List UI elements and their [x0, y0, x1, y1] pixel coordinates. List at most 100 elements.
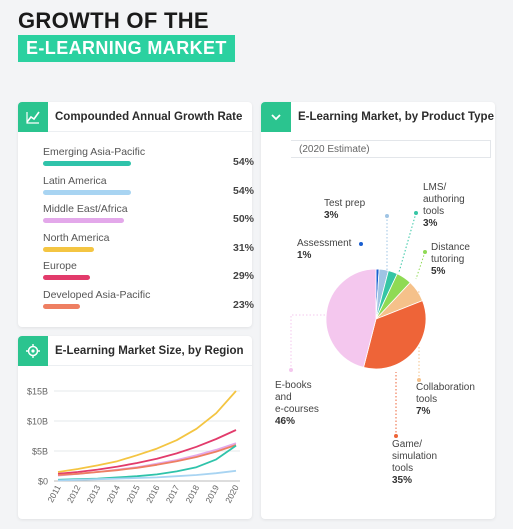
cagr-item-label: Latin America: [43, 174, 107, 187]
chevron-down-icon[interactable]: [261, 102, 291, 132]
cagr-item-value: 50%: [233, 213, 255, 225]
pie-label-text: tutoring: [431, 254, 465, 265]
title-line-1: GROWTH OF THE: [18, 8, 209, 33]
cagr-item-label: Europe: [43, 260, 77, 272]
cagr-item-value: 23%: [233, 298, 255, 311]
pie-label-text: Game/: [392, 439, 423, 450]
y-tick-label: $0: [38, 477, 48, 487]
cagr-item-bar: [43, 189, 131, 195]
pie-label-pct: 7%: [416, 406, 431, 417]
pie-label-dot: [289, 368, 293, 372]
pie-label-dot: [414, 211, 418, 215]
target-icon: [18, 336, 48, 366]
pie-leader-line: [290, 314, 327, 370]
region-card-title: E-Learning Market Size, by Region: [55, 345, 244, 357]
pie-label-pct: 1%: [297, 250, 312, 261]
cagr-item-label: North America: [43, 231, 110, 244]
cagr-item-bar: [43, 275, 91, 280]
product-card: E-Learning Market, by Product Type (2020…: [261, 102, 495, 519]
series-line: [57, 469, 237, 482]
x-tick-label: 2013: [85, 483, 103, 505]
x-tick-label: 2016: [144, 483, 162, 505]
x-tick-label: 2017: [164, 483, 182, 505]
cagr-item: Emerging Asia-Pacific 54%: [43, 146, 254, 174]
pie-leader-line: [411, 291, 420, 380]
pie-leader-line: [398, 212, 417, 273]
cagr-item: Developed Asia-Pacific 23%: [43, 288, 254, 317]
pie-label-text: tools: [416, 394, 438, 405]
pie-label-dot: [359, 242, 363, 246]
pie-label: Test prep 3%: [324, 198, 365, 222]
pie-label-text: and: [275, 392, 292, 403]
pie-label-text: e-courses: [275, 404, 319, 415]
product-card-header: E-Learning Market, by Product Type: [261, 102, 495, 132]
cagr-item-value: 54%: [233, 184, 255, 197]
pie-label-pct: 46%: [275, 416, 296, 427]
cagr-item-value: 54%: [233, 156, 255, 168]
pie-label-text: Collaboration: [416, 382, 475, 393]
pie-label: E-books and e-courses 46%: [275, 380, 319, 428]
pie-label-dot: [423, 250, 427, 254]
cagr-item-value: 31%: [233, 241, 255, 254]
cagr-item-label: Developed Asia-Pacific: [43, 288, 151, 301]
cagr-item: North America 31%: [43, 231, 254, 260]
region-card: E-Learning Market Size, by Region $0 $5B $…: [18, 336, 252, 519]
pie-leader-line: [415, 251, 426, 280]
cagr-item-bar: [43, 246, 94, 252]
estimate-subtitle: (2020 Estimate): [291, 140, 491, 158]
x-tick-label: 2018: [183, 483, 201, 505]
pie-label: Assessment 1%: [297, 238, 351, 262]
pie-label-text: tools: [392, 463, 414, 474]
cagr-card-title: Compounded Annual Growth Rate: [55, 111, 243, 123]
cagr-item: Europe 29%: [43, 260, 254, 288]
pie-label: LMS/authoring tools 3%: [423, 182, 465, 230]
cagr-card-header: Compounded Annual Growth Rate: [18, 102, 252, 132]
pie-label-dot: [417, 378, 421, 382]
x-tick-label: 2015: [124, 483, 142, 505]
cagr-item-bar: [43, 303, 81, 309]
product-card-title: E-Learning Market, by Product Type: [298, 111, 494, 123]
y-tick-label: $10B: [27, 417, 48, 427]
pie-label-text: simulation: [392, 451, 438, 462]
pie-label-text: Test prep: [324, 198, 366, 209]
region-card-header: E-Learning Market Size, by Region: [18, 336, 252, 366]
series-line: [57, 390, 237, 473]
pie-label-text: authoring: [423, 194, 465, 205]
cagr-item-bar: [43, 218, 125, 223]
pie-label: Collaboration tools 7%: [416, 382, 475, 418]
series-line: [57, 444, 237, 476]
cagr-item: Middle East/Africa 50%: [43, 203, 254, 231]
cagr-item-label: Middle East/Africa: [43, 203, 128, 215]
cagr-item: Latin America 54%: [43, 174, 254, 203]
pie-slice: [363, 300, 427, 370]
y-tick-label: $5B: [32, 447, 48, 457]
pie-label-text: LMS/: [423, 182, 447, 193]
pie-label: Game/simulation tools 35%: [392, 439, 437, 487]
pie-label-pct: 3%: [423, 218, 438, 229]
pie-label: Distance tutoring 5%: [431, 242, 470, 278]
cagr-card: Compounded Annual Growth Rate Emerging A…: [18, 102, 254, 327]
pie-label-text: E-books: [275, 380, 312, 391]
x-tick-label: 2020: [223, 483, 241, 505]
line-chart-icon: [18, 102, 48, 132]
pie-label-text: Assessment: [297, 238, 352, 249]
cagr-item-bar: [43, 161, 131, 166]
pie-label-pct: 3%: [324, 210, 339, 221]
product-pie-chart: [289, 211, 427, 438]
pie-label-text: tools: [423, 206, 445, 217]
x-tick-label: 2019: [203, 483, 221, 505]
pie-label-dot: [385, 214, 389, 218]
cagr-item-label: Emerging Asia-Pacific: [43, 146, 146, 158]
pie-label-pct: 35%: [392, 475, 413, 486]
title-line-2: E-LEARNING MARKET: [18, 35, 235, 62]
y-tick-label: $15B: [27, 387, 48, 397]
pie-label-text: Distance: [431, 242, 470, 253]
pie-label-pct: 5%: [431, 266, 446, 277]
x-tick-label: 2012: [65, 483, 83, 505]
series-line: [57, 429, 237, 475]
cagr-item-value: 29%: [233, 270, 255, 282]
pie-label-dot: [394, 434, 398, 438]
pie-slice: [325, 268, 377, 368]
x-tick-label: 2014: [104, 483, 122, 505]
